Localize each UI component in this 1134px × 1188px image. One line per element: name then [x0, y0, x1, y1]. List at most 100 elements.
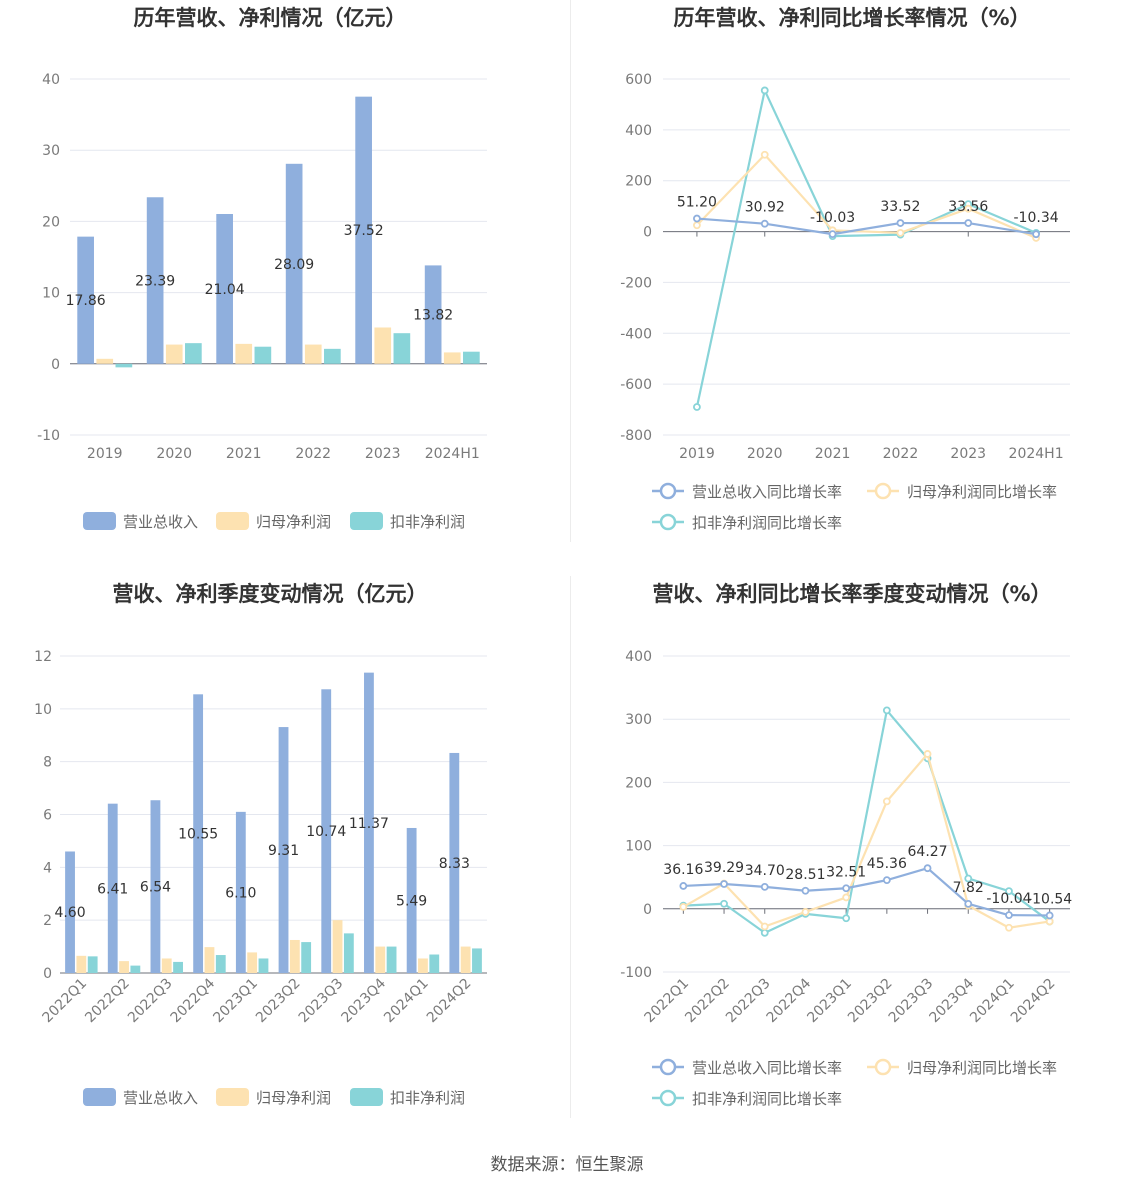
- x-axis-labels: 2022Q12022Q22022Q32022Q42023Q12023Q22023…: [40, 975, 475, 1026]
- data-label: 36.16: [663, 862, 703, 878]
- series-line: [683, 867, 1050, 917]
- y-tick-label: 600: [625, 72, 652, 88]
- data-point: [760, 86, 769, 95]
- chart-title: 历年营收、净利情况（亿元）: [134, 6, 407, 30]
- series-0-line: [679, 864, 1054, 920]
- data-label: 23.39: [135, 274, 175, 290]
- data-label: 51.20: [677, 195, 717, 211]
- data-point: [964, 874, 973, 883]
- x-tick-label: 2023Q3: [296, 976, 347, 1027]
- data-point: [760, 219, 769, 228]
- data-point: [882, 797, 891, 806]
- y-tick-label: 10: [42, 286, 60, 302]
- data-point: [1005, 923, 1013, 932]
- bar-2023Q4-s2: [386, 946, 397, 973]
- y-tick-label: -600: [620, 377, 652, 393]
- data-point: [1005, 887, 1013, 896]
- data-label: 37.52: [344, 223, 384, 239]
- data-point: [964, 204, 973, 213]
- annual-values-chart: 历年营收、净利情况（亿元） 40 30 20 10 0 -10 2019 2020 2021 202…: [37, 6, 487, 531]
- legend-swatch: [83, 512, 116, 530]
- data-label: 34.70: [745, 863, 785, 879]
- bar-2024H1-s1: [443, 352, 461, 364]
- data-point: [923, 750, 932, 758]
- legend-label: 扣非净利润: [390, 513, 465, 531]
- bar-2024Q1-s2: [429, 954, 440, 973]
- legend-marker: [874, 1058, 892, 1076]
- bar-2022-s1: [304, 344, 322, 364]
- x-tick-label: 2019: [679, 446, 715, 462]
- data-label: 64.27: [908, 844, 948, 860]
- bar-2022Q3-s0: [150, 800, 161, 973]
- x-axis-labels: 2019 2020 2021 2022 2023 2024H1: [679, 231, 1064, 462]
- x-tick-label: 2022Q4: [168, 975, 219, 1026]
- bar-2023Q3-s1: [332, 920, 343, 973]
- x-tick-label: 2022: [295, 446, 331, 462]
- gridlines: [60, 655, 487, 974]
- bar-2022-s2: [324, 348, 341, 364]
- legend-marker: [659, 482, 677, 500]
- x-axis-labels: 2022Q12022Q22022Q32022Q42023Q12023Q22023…: [642, 908, 1058, 1027]
- data-label: 28.09: [274, 257, 314, 273]
- bar-2024H1-s0: [424, 265, 442, 364]
- x-tick-label: 2020: [156, 446, 192, 462]
- x-tick-label: 2023Q3: [886, 976, 937, 1027]
- data-point: [964, 219, 973, 227]
- data-point: [760, 882, 769, 891]
- legend-label: 营业总收入: [123, 1089, 198, 1107]
- data-point: [842, 884, 851, 893]
- bar-2022Q2-s1: [119, 961, 129, 973]
- bar-2022Q2-s0: [107, 803, 118, 973]
- data-point: [896, 219, 905, 227]
- chart-title: 营收、净利季度变动情况（亿元）: [113, 582, 428, 606]
- legend-label: 营业总收入: [123, 513, 198, 531]
- series-1-bars: [76, 920, 471, 973]
- y-tick-label: 30: [42, 143, 60, 159]
- legend-marker: [659, 513, 677, 531]
- legend-swatch: [216, 512, 249, 530]
- legend-label: 营业总收入同比增长率: [692, 1059, 842, 1077]
- chart-title: 营收、净利同比增长率季度变动情况（%）: [652, 582, 1051, 606]
- y-tick-label: 0: [51, 357, 60, 373]
- bar-2022Q4-s1: [204, 947, 215, 973]
- y-tick-label: 0: [643, 225, 652, 241]
- series-line: [682, 752, 1050, 929]
- y-tick-label: 100: [625, 839, 652, 855]
- data-label: 6.41: [97, 881, 128, 897]
- y-tick-label: 8: [43, 755, 52, 771]
- x-tick-label: 2023: [950, 446, 986, 462]
- y-tick-label: 400: [625, 123, 652, 139]
- y-tick-label: 4: [43, 860, 52, 876]
- data-label: 28.51: [785, 867, 825, 883]
- x-tick-label: 2022: [883, 446, 919, 462]
- legend-label: 归母净利润同比增长率: [907, 483, 1057, 501]
- bar-2019-s1: [96, 358, 114, 364]
- data-point: [760, 922, 769, 931]
- data-point: [693, 403, 701, 411]
- bar-2022Q1-s1: [76, 955, 87, 973]
- data-point: [679, 882, 688, 890]
- data-label: -10.03: [810, 210, 855, 226]
- bar-2019-s0: [77, 236, 94, 364]
- series-0-bars: [77, 96, 442, 364]
- y-tick-label: 10: [34, 702, 52, 718]
- x-tick-label: 2023Q2: [253, 976, 304, 1027]
- bar-2024Q2-s2: [472, 948, 482, 973]
- legend: 营业总收入 归母净利润 扣非净利润: [83, 1088, 465, 1107]
- data-point: [964, 899, 973, 908]
- bar-2023Q2-s0: [278, 727, 289, 973]
- annual-growth-chart: 历年营收、净利同比增长率情况（%） 600 400 200 0 -200 -400 -600 -…: [620, 6, 1070, 532]
- series-0-line: [693, 214, 1040, 239]
- bar-2019-s2: [115, 363, 133, 368]
- data-labels: 17.86 23.39 21.04 28.09 37.52 13.82: [66, 223, 454, 323]
- bar-2023Q3-s2: [343, 933, 354, 973]
- bar-2022Q1-s2: [87, 956, 98, 973]
- bar-2022Q4-s2: [215, 955, 226, 973]
- y-tick-label: 0: [43, 966, 52, 982]
- y-tick-label: 200: [625, 174, 652, 190]
- data-label: 9.31: [268, 843, 299, 859]
- data-point: [882, 706, 891, 715]
- bar-2022Q3-s1: [161, 958, 172, 973]
- y-axis-ticks: 12 10 8 6 4 2 0: [34, 649, 52, 982]
- legend-label: 营业总收入同比增长率: [692, 483, 842, 501]
